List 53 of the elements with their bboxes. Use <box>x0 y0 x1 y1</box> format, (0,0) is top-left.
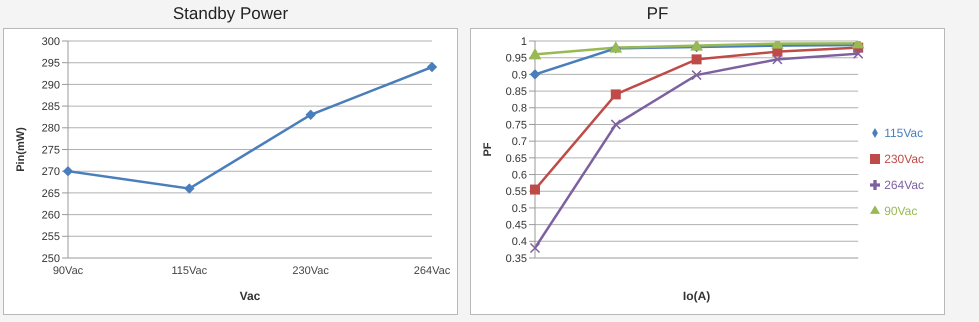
point <box>530 242 540 254</box>
point <box>63 166 73 176</box>
y-tick-label: 0.55 <box>506 186 527 198</box>
y-tick-label: 265 <box>42 188 60 200</box>
legend-label: 230Vac <box>884 152 924 166</box>
y-tick-label: 1 <box>520 36 527 48</box>
y-tick-label: 0.75 <box>506 119 527 132</box>
x-tick-label: 90Vac <box>52 264 84 277</box>
y-tick-label: 250 <box>42 252 60 265</box>
point <box>530 69 540 80</box>
point <box>610 119 622 130</box>
point <box>306 110 316 120</box>
y-tick-label: 0.35 <box>506 252 527 265</box>
y-tick-label: 275 <box>42 144 60 156</box>
y-tick-label: 255 <box>42 231 60 244</box>
x-axis-title: Io(A) <box>682 289 710 303</box>
x-tick-label: 264Vac <box>414 264 451 277</box>
x-tick-label: 115Vac <box>171 264 208 277</box>
point <box>691 70 702 80</box>
y-tick-label: 295 <box>42 58 60 70</box>
point <box>772 54 783 65</box>
y-tick-label: 270 <box>42 166 60 178</box>
point <box>852 48 864 59</box>
y-tick-label: 0.85 <box>506 86 527 98</box>
y-tick-label: 0.5 <box>512 202 527 215</box>
legend-label: 264Vac <box>884 178 924 192</box>
chart-title: PF <box>646 3 670 25</box>
point <box>610 89 621 100</box>
point <box>529 48 541 60</box>
y-tick-label: 0.45 <box>506 220 527 232</box>
y-axis-title: PF <box>482 142 494 157</box>
point <box>530 184 540 195</box>
y-tick-label: 0.4 <box>512 236 527 248</box>
y-tick-label: 0.95 <box>506 52 527 65</box>
y-tick-label: 260 <box>42 210 60 222</box>
legend-label: 90Vac <box>884 204 918 218</box>
point <box>692 54 702 64</box>
x-tick-label: 230Vac <box>292 264 330 277</box>
y-tick-label: 0.65 <box>506 152 527 165</box>
x-axis-title: Vac <box>240 289 261 303</box>
point <box>427 62 437 72</box>
legend-label: 115Vac <box>884 126 924 140</box>
point <box>184 184 194 194</box>
y-tick-label: 0.7 <box>512 136 527 148</box>
y-tick-label: 300 <box>42 36 60 48</box>
y-axis-title: Pin(mW) <box>14 126 27 172</box>
y-tick-label: 0.9 <box>512 69 527 82</box>
y-tick-label: 285 <box>42 101 60 114</box>
chart-title: Standby Power <box>172 3 290 25</box>
y-tick-label: 0.8 <box>512 102 527 115</box>
y-tick-label: 290 <box>42 79 60 92</box>
y-tick-label: 280 <box>42 122 60 135</box>
y-tick-label: 0.6 <box>512 169 527 182</box>
